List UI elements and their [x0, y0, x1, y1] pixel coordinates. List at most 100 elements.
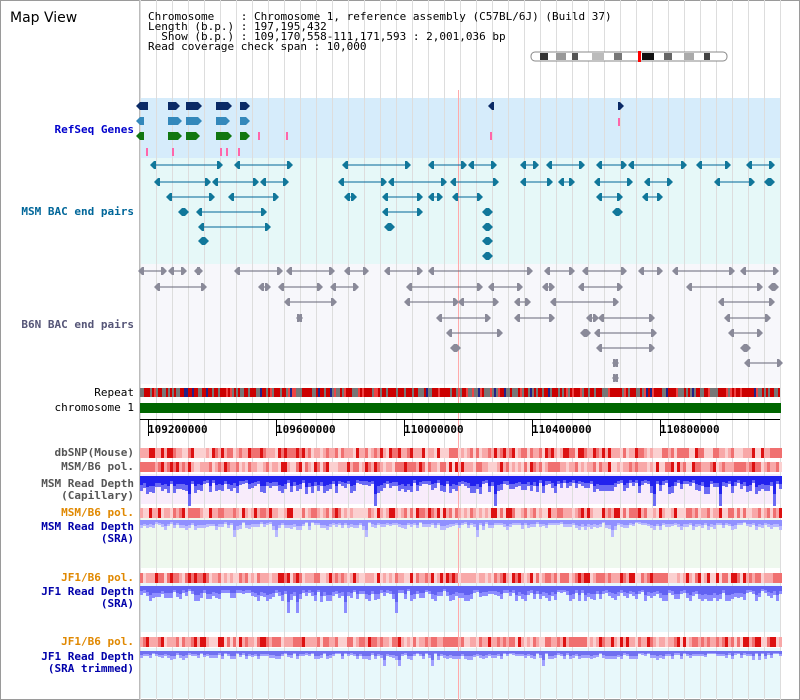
read-depth-bar-tail [152, 653, 155, 654]
read-depth-bar-tail [710, 653, 713, 654]
read-depth-bar [311, 586, 314, 592]
read-depth-bar-tail [152, 593, 155, 598]
read-depth-bar-tail [359, 654, 362, 656]
polymorphism-cell [614, 637, 617, 647]
repeat-segment [548, 388, 550, 397]
read-depth-bar [623, 520, 626, 525]
track-label-msm-bac[interactable]: MSM BAC end pairs [21, 205, 134, 218]
read-depth-bar-tail [260, 486, 263, 492]
polymorphism-cell [776, 573, 779, 583]
msm-bac-end [388, 178, 394, 186]
repeat-segment [522, 388, 524, 397]
b6n-bac-end [497, 329, 503, 337]
read-depth-bar [524, 476, 527, 484]
polymorphism-cell [707, 573, 710, 583]
read-depth-bar-tail [275, 656, 278, 659]
read-depth-bar-tail [473, 524, 476, 527]
read-depth-bar [497, 520, 500, 523]
repeat-segment [150, 388, 152, 397]
read-depth-bar [323, 651, 326, 653]
repeat-segment [300, 388, 302, 397]
repeat-segment [184, 388, 186, 397]
read-depth-bar-tail [407, 484, 410, 490]
polymorphism-cell [503, 462, 506, 472]
polymorphism-cell [650, 573, 653, 583]
polymorphism-cell [326, 573, 329, 583]
read-depth-bar-tail [371, 481, 374, 484]
repeat-segment [446, 388, 448, 397]
polymorphism-cell [377, 573, 380, 583]
read-depth-bar-tail [197, 595, 200, 601]
polymorphism-cell [476, 637, 479, 647]
msm-bac-end [487, 223, 493, 231]
polymorphism-cell [329, 448, 332, 458]
read-depth-bar [281, 586, 284, 595]
polymorphism-cell [371, 462, 374, 472]
read-depth-bar [647, 520, 650, 524]
polymorphism-cell [647, 448, 650, 458]
polymorphism-cell [599, 508, 602, 518]
polymorphism-cell [263, 573, 266, 583]
read-depth-bar-tail [461, 593, 464, 598]
read-depth-bar-tail [491, 482, 494, 486]
read-depth-bar-tail [578, 656, 581, 659]
polymorphism-cell [749, 573, 752, 583]
polymorphism-cell [743, 508, 746, 518]
polymorphism-cell [713, 573, 716, 583]
polymorphism-cell [641, 573, 644, 583]
read-depth-bar [326, 651, 329, 656]
polymorphism-cell [512, 462, 515, 472]
read-depth-bar-tail [767, 592, 770, 596]
read-depth-bar [458, 586, 461, 593]
polymorphism-cell [251, 573, 254, 583]
polymorphism-cell [725, 508, 728, 518]
polymorphism-cell [557, 462, 560, 472]
read-depth-bar-tail [488, 654, 491, 656]
msm-bac-end [234, 161, 240, 169]
track-label-b6n-bac[interactable]: B6N BAC end pairs [21, 318, 134, 331]
repeat-segment [230, 388, 232, 397]
read-depth-bar [251, 586, 254, 592]
read-depth-bar-tail [635, 656, 638, 659]
read-depth-bar [230, 520, 233, 523]
repeat-segment [282, 388, 284, 397]
read-depth-bar-tail [485, 522, 488, 524]
read-depth-bar [428, 586, 431, 591]
read-depth-bar-tail [269, 594, 272, 599]
polymorphism-cell [533, 448, 536, 458]
read-depth-bar [170, 651, 173, 656]
polymorphism-cell [200, 448, 203, 458]
polymorphism-cell [191, 508, 194, 518]
polymorphism-cell [341, 637, 344, 647]
refseq-gene-arrow [240, 102, 250, 110]
b6n-bac-end [613, 298, 619, 306]
polymorphism-cell [359, 573, 362, 583]
read-depth-bar-tail [353, 654, 356, 656]
read-depth-bar [215, 586, 218, 593]
repeat-segment [644, 388, 646, 397]
read-depth-bar [254, 651, 257, 654]
read-depth-bar [764, 476, 767, 485]
read-depth-bar [692, 520, 695, 526]
refseq-tick [146, 148, 148, 156]
polymorphism-cell [626, 508, 629, 518]
polymorphism-cell [155, 637, 158, 647]
track-label-refseq[interactable]: RefSeq Genes [54, 123, 134, 136]
polymorphism-cell [335, 448, 338, 458]
polymorphism-cell [674, 462, 677, 472]
read-depth-bar-tail [689, 482, 692, 486]
read-depth-bar [740, 476, 743, 484]
polymorphism-cell [632, 573, 635, 583]
msm-bac-end [482, 223, 488, 231]
polymorphism-cell [710, 462, 713, 472]
read-depth-bar-tail [602, 655, 605, 658]
b6n-bac-end [168, 267, 174, 275]
read-depth-bar-tail [419, 522, 422, 523]
polymorphism-cell [569, 573, 572, 583]
polymorphism-cell [635, 637, 638, 647]
read-depth-bar-tail [599, 594, 602, 599]
read-depth-bar [767, 651, 770, 653]
polymorphism-cell [767, 573, 770, 583]
repeat-segment [148, 388, 150, 397]
